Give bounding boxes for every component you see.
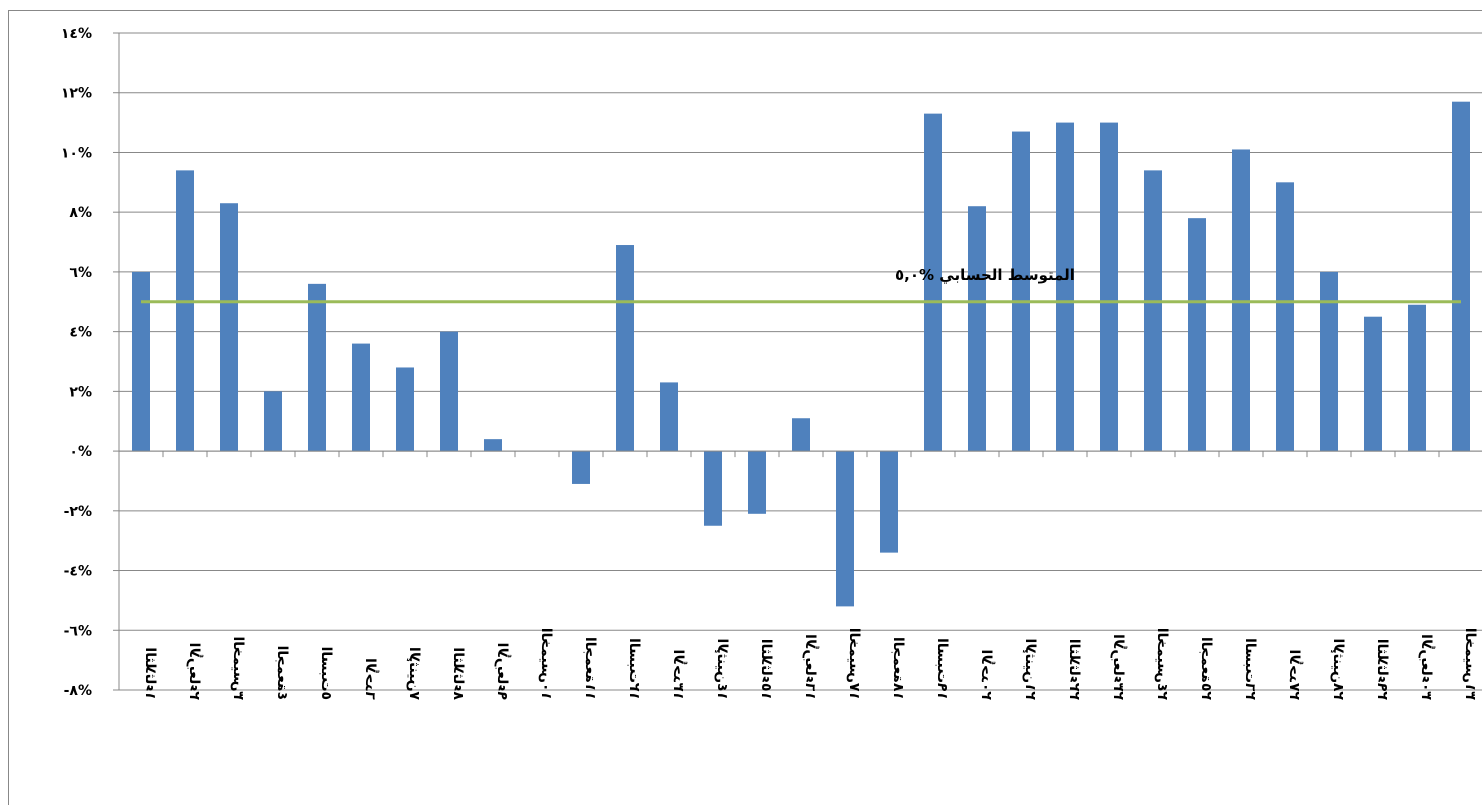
x-tick-label: الخميس٣ — [230, 636, 246, 700]
x-tick-label: الإثنين٢١ — [1022, 638, 1038, 700]
bar — [484, 439, 502, 452]
bar — [352, 343, 370, 452]
x-tick-label: الخميس١٠ — [538, 628, 554, 700]
x-tick-label: الإثنين١٤ — [714, 638, 730, 700]
bar — [924, 113, 942, 452]
bar — [1452, 101, 1470, 452]
x-tick-label: الإثنين٢٨ — [1330, 638, 1346, 700]
bar — [308, 283, 326, 452]
y-tick-label: -٦% — [64, 623, 92, 639]
x-tick-label: الأحد٢٧ — [1286, 650, 1303, 701]
x-tick-label: الأحد٢٠ — [978, 650, 995, 701]
average-label: المتوسط الحسابي %٥,٠ — [895, 266, 1075, 284]
bar — [1408, 304, 1426, 452]
bar — [836, 451, 854, 607]
bar — [880, 451, 898, 553]
bar — [704, 451, 722, 526]
x-tick-label: الإثنين٧ — [406, 647, 422, 700]
x-tick-label: الثلاثاء٢٢ — [1066, 639, 1082, 700]
y-tick-label: ٢% — [69, 384, 92, 400]
bar — [1100, 122, 1118, 452]
y-tick-label: ١٠% — [61, 145, 92, 161]
bar — [968, 206, 986, 452]
y-tick-label: ٨% — [69, 205, 92, 221]
bar — [264, 391, 282, 452]
bar — [748, 451, 766, 514]
bar — [1056, 122, 1074, 452]
x-tick-label: الأربعاء٣٠ — [1418, 634, 1435, 700]
x-tick-label: الجمعة١١ — [582, 637, 598, 700]
x-tick-label: الثلاثاء١ — [142, 647, 158, 700]
y-tick-label: -٨% — [64, 683, 92, 699]
bar — [1320, 271, 1338, 452]
x-tick-label: الأربعاء٩ — [494, 643, 511, 700]
bar — [572, 451, 590, 484]
x-tick-label: الأحد١٣ — [670, 650, 687, 701]
bar — [1012, 131, 1030, 452]
bar — [440, 331, 458, 452]
y-tick-label: ٦% — [69, 265, 92, 281]
bar — [792, 418, 810, 452]
x-tick-label: السبت٢٦ — [1242, 638, 1258, 700]
bar — [660, 382, 678, 452]
y-tick-label: ١٢% — [61, 86, 92, 102]
y-tick-label: -٤% — [64, 564, 92, 580]
y-tick-label: ٤% — [69, 325, 92, 341]
x-tick-label: الأحد٦ — [362, 658, 379, 700]
x-tick-label: السبت١٩ — [934, 638, 950, 700]
x-tick-label: السبت٥ — [318, 647, 334, 700]
bar — [1364, 316, 1382, 452]
x-tick-label: الأربعاء٢٣ — [1110, 634, 1127, 700]
x-tick-label: الخميس١٧ — [846, 628, 862, 700]
bar — [1144, 170, 1162, 452]
bar — [132, 271, 150, 452]
bar — [396, 367, 414, 452]
y-tick-label: ١٤% — [61, 26, 92, 42]
x-tick-label: الخميس٣١ — [1462, 628, 1478, 700]
bar — [176, 170, 194, 452]
bar — [1276, 182, 1294, 452]
x-tick-label: الثلاثاء٨ — [450, 647, 466, 700]
x-tick-label: الجمعة٢٥ — [1198, 637, 1214, 700]
x-tick-label: الثلاثاء١٥ — [758, 639, 774, 700]
x-tick-label: السبت١٢ — [626, 638, 642, 700]
x-tick-label: الأربعاء١٦ — [802, 634, 819, 700]
x-tick-label: الجمعة٤ — [274, 646, 290, 700]
bar — [220, 203, 238, 452]
chart-border — [8, 10, 1482, 805]
x-tick-label: الجمعة١٨ — [890, 637, 906, 700]
bar — [1188, 218, 1206, 452]
y-tick-label: -٢% — [64, 504, 92, 520]
y-tick-label: ٠% — [69, 444, 92, 460]
bar — [616, 245, 634, 452]
x-tick-label: الثلاثاء٢٩ — [1374, 639, 1390, 700]
x-tick-label: الأربعاء٢ — [186, 643, 203, 700]
x-tick-label: الخميس٢٤ — [1154, 628, 1170, 700]
